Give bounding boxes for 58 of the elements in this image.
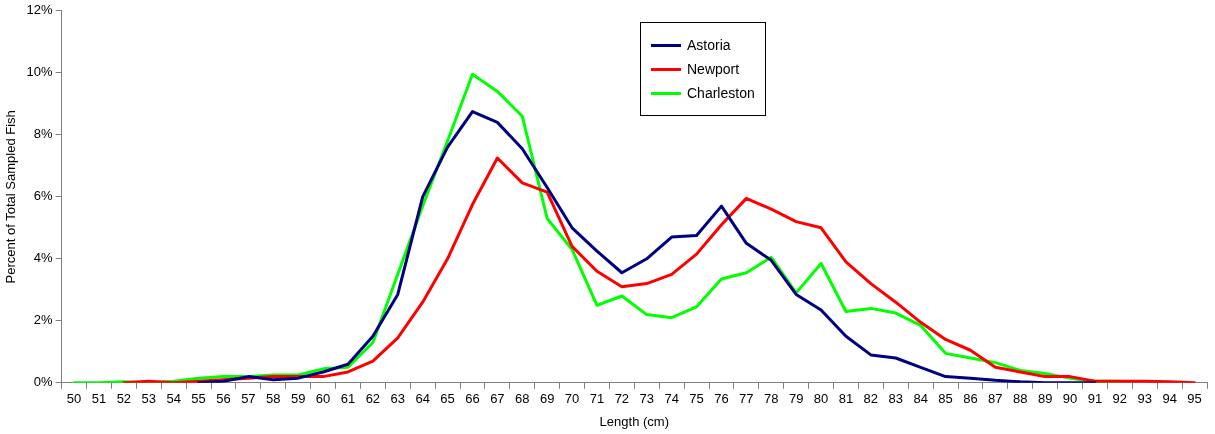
x-tick-label: 67 — [490, 391, 505, 407]
y-tick-label: 0% — [33, 374, 54, 390]
x-tick-label: 85 — [938, 391, 953, 407]
y-tick-label: 4% — [33, 250, 54, 266]
y-tick-label: 10% — [26, 64, 54, 80]
x-tick-label: 93 — [1137, 391, 1152, 407]
x-tick-label: 69 — [539, 391, 555, 407]
x-tick-label: 86 — [963, 391, 978, 407]
y-axis-title: Percent of Total Sampled Fish — [3, 110, 19, 284]
x-tick-label: 88 — [1013, 391, 1028, 407]
x-tick-label: 92 — [1112, 391, 1128, 407]
x-tick-label: 90 — [1062, 391, 1078, 407]
x-tick-label: 74 — [664, 391, 679, 407]
y-tick-label: 12% — [26, 2, 54, 18]
x-tick-label: 91 — [1087, 391, 1103, 407]
x-tick-label: 80 — [813, 391, 829, 407]
x-axis-title: Length (cm) — [599, 413, 669, 429]
x-tick-label: 89 — [1037, 391, 1053, 407]
x-tick-label: 64 — [415, 391, 430, 407]
x-tick-label: 75 — [689, 391, 704, 407]
x-tick-label: 76 — [714, 391, 729, 407]
x-tick-label: 55 — [191, 391, 206, 407]
x-tick-label: 83 — [888, 391, 903, 407]
x-tick-label: 84 — [913, 391, 928, 407]
y-tick-label: 2% — [33, 312, 54, 328]
x-tick-label: 68 — [515, 391, 530, 407]
x-tick-label: 81 — [838, 391, 854, 407]
x-tick-label: 77 — [739, 391, 754, 407]
x-tick-label: 54 — [166, 391, 181, 407]
x-tick-label: 73 — [639, 391, 654, 407]
y-tick-label: 6% — [33, 188, 54, 204]
x-tick-label: 63 — [390, 391, 405, 407]
legend-label: Newport — [687, 61, 740, 77]
x-tick-label: 53 — [141, 391, 156, 407]
x-tick-label: 65 — [440, 391, 455, 407]
legend-label: Astoria — [687, 37, 731, 53]
x-tick-label: 95 — [1187, 391, 1202, 407]
x-tick-label: 82 — [863, 391, 879, 407]
x-tick-label: 71 — [589, 391, 605, 407]
x-tick-label: 66 — [465, 391, 480, 407]
x-tick-label: 58 — [266, 391, 281, 407]
x-tick-label: 59 — [290, 391, 306, 407]
x-tick-label: 51 — [91, 391, 107, 407]
x-tick-label: 70 — [564, 391, 580, 407]
x-tick-label: 62 — [365, 391, 381, 407]
legend-label: Charleston — [687, 85, 755, 101]
x-tick-label: 78 — [764, 391, 779, 407]
x-tick-label: 87 — [988, 391, 1003, 407]
x-tick-label: 57 — [241, 391, 256, 407]
x-tick-label: 72 — [614, 391, 630, 407]
x-tick-label: 56 — [216, 391, 231, 407]
x-tick-label: 79 — [788, 391, 804, 407]
x-tick-label: 61 — [340, 391, 356, 407]
x-tick-label: 52 — [116, 391, 132, 407]
x-tick-label: 94 — [1162, 391, 1177, 407]
x-tick-label: 60 — [315, 391, 331, 407]
y-tick-label: 8% — [33, 126, 54, 142]
x-tick-label: 50 — [66, 391, 82, 407]
